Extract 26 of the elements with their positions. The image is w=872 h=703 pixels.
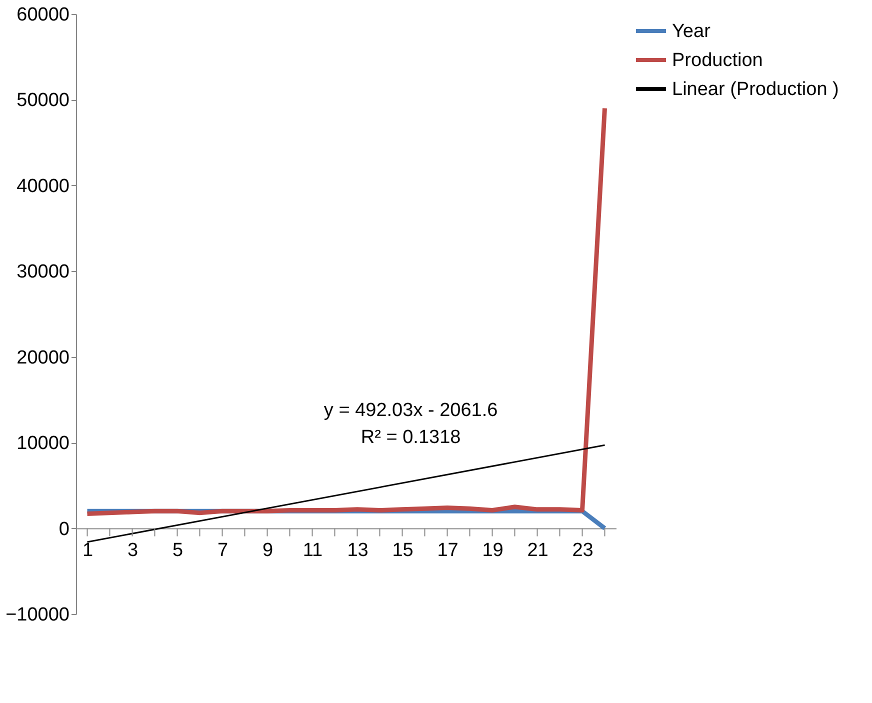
x-tick-label: 9 [262,540,274,561]
x-tick-label: 17 [437,540,458,561]
y-tick-label: 10000 [16,433,70,454]
x-tick-label: 11 [302,540,323,561]
y-tick-label: 0 [58,518,70,540]
y-tick-label: 30000 [16,262,70,283]
x-tick-label: 13 [347,540,368,561]
y-tick-label: 20000 [16,347,70,368]
y-tick-label: 60000 [16,4,70,26]
line-series [85,106,607,516]
x-tick-label: 5 [172,540,184,561]
x-tick-label: 19 [482,540,504,561]
legend-label: Year [672,21,712,42]
annotation: R² = 0.1318 [360,427,461,448]
y-tick-label: 40000 [16,176,70,197]
x-tick-label: 21 [527,540,548,561]
x-tick-label: 7 [217,540,228,561]
x-tick-label: 15 [392,540,414,561]
y-tick-label: −10000 [6,604,70,626]
x-tick-label: 1 [82,540,94,561]
legend-label: Production [672,50,763,71]
x-tick-label: 3 [127,540,138,561]
annotation: y = 492.03x - 2061.6 [324,400,498,421]
y-tick-label: 50000 [16,90,70,112]
x-tick-label: 23 [572,540,594,561]
legend-label: Linear (Production ) [672,79,839,100]
